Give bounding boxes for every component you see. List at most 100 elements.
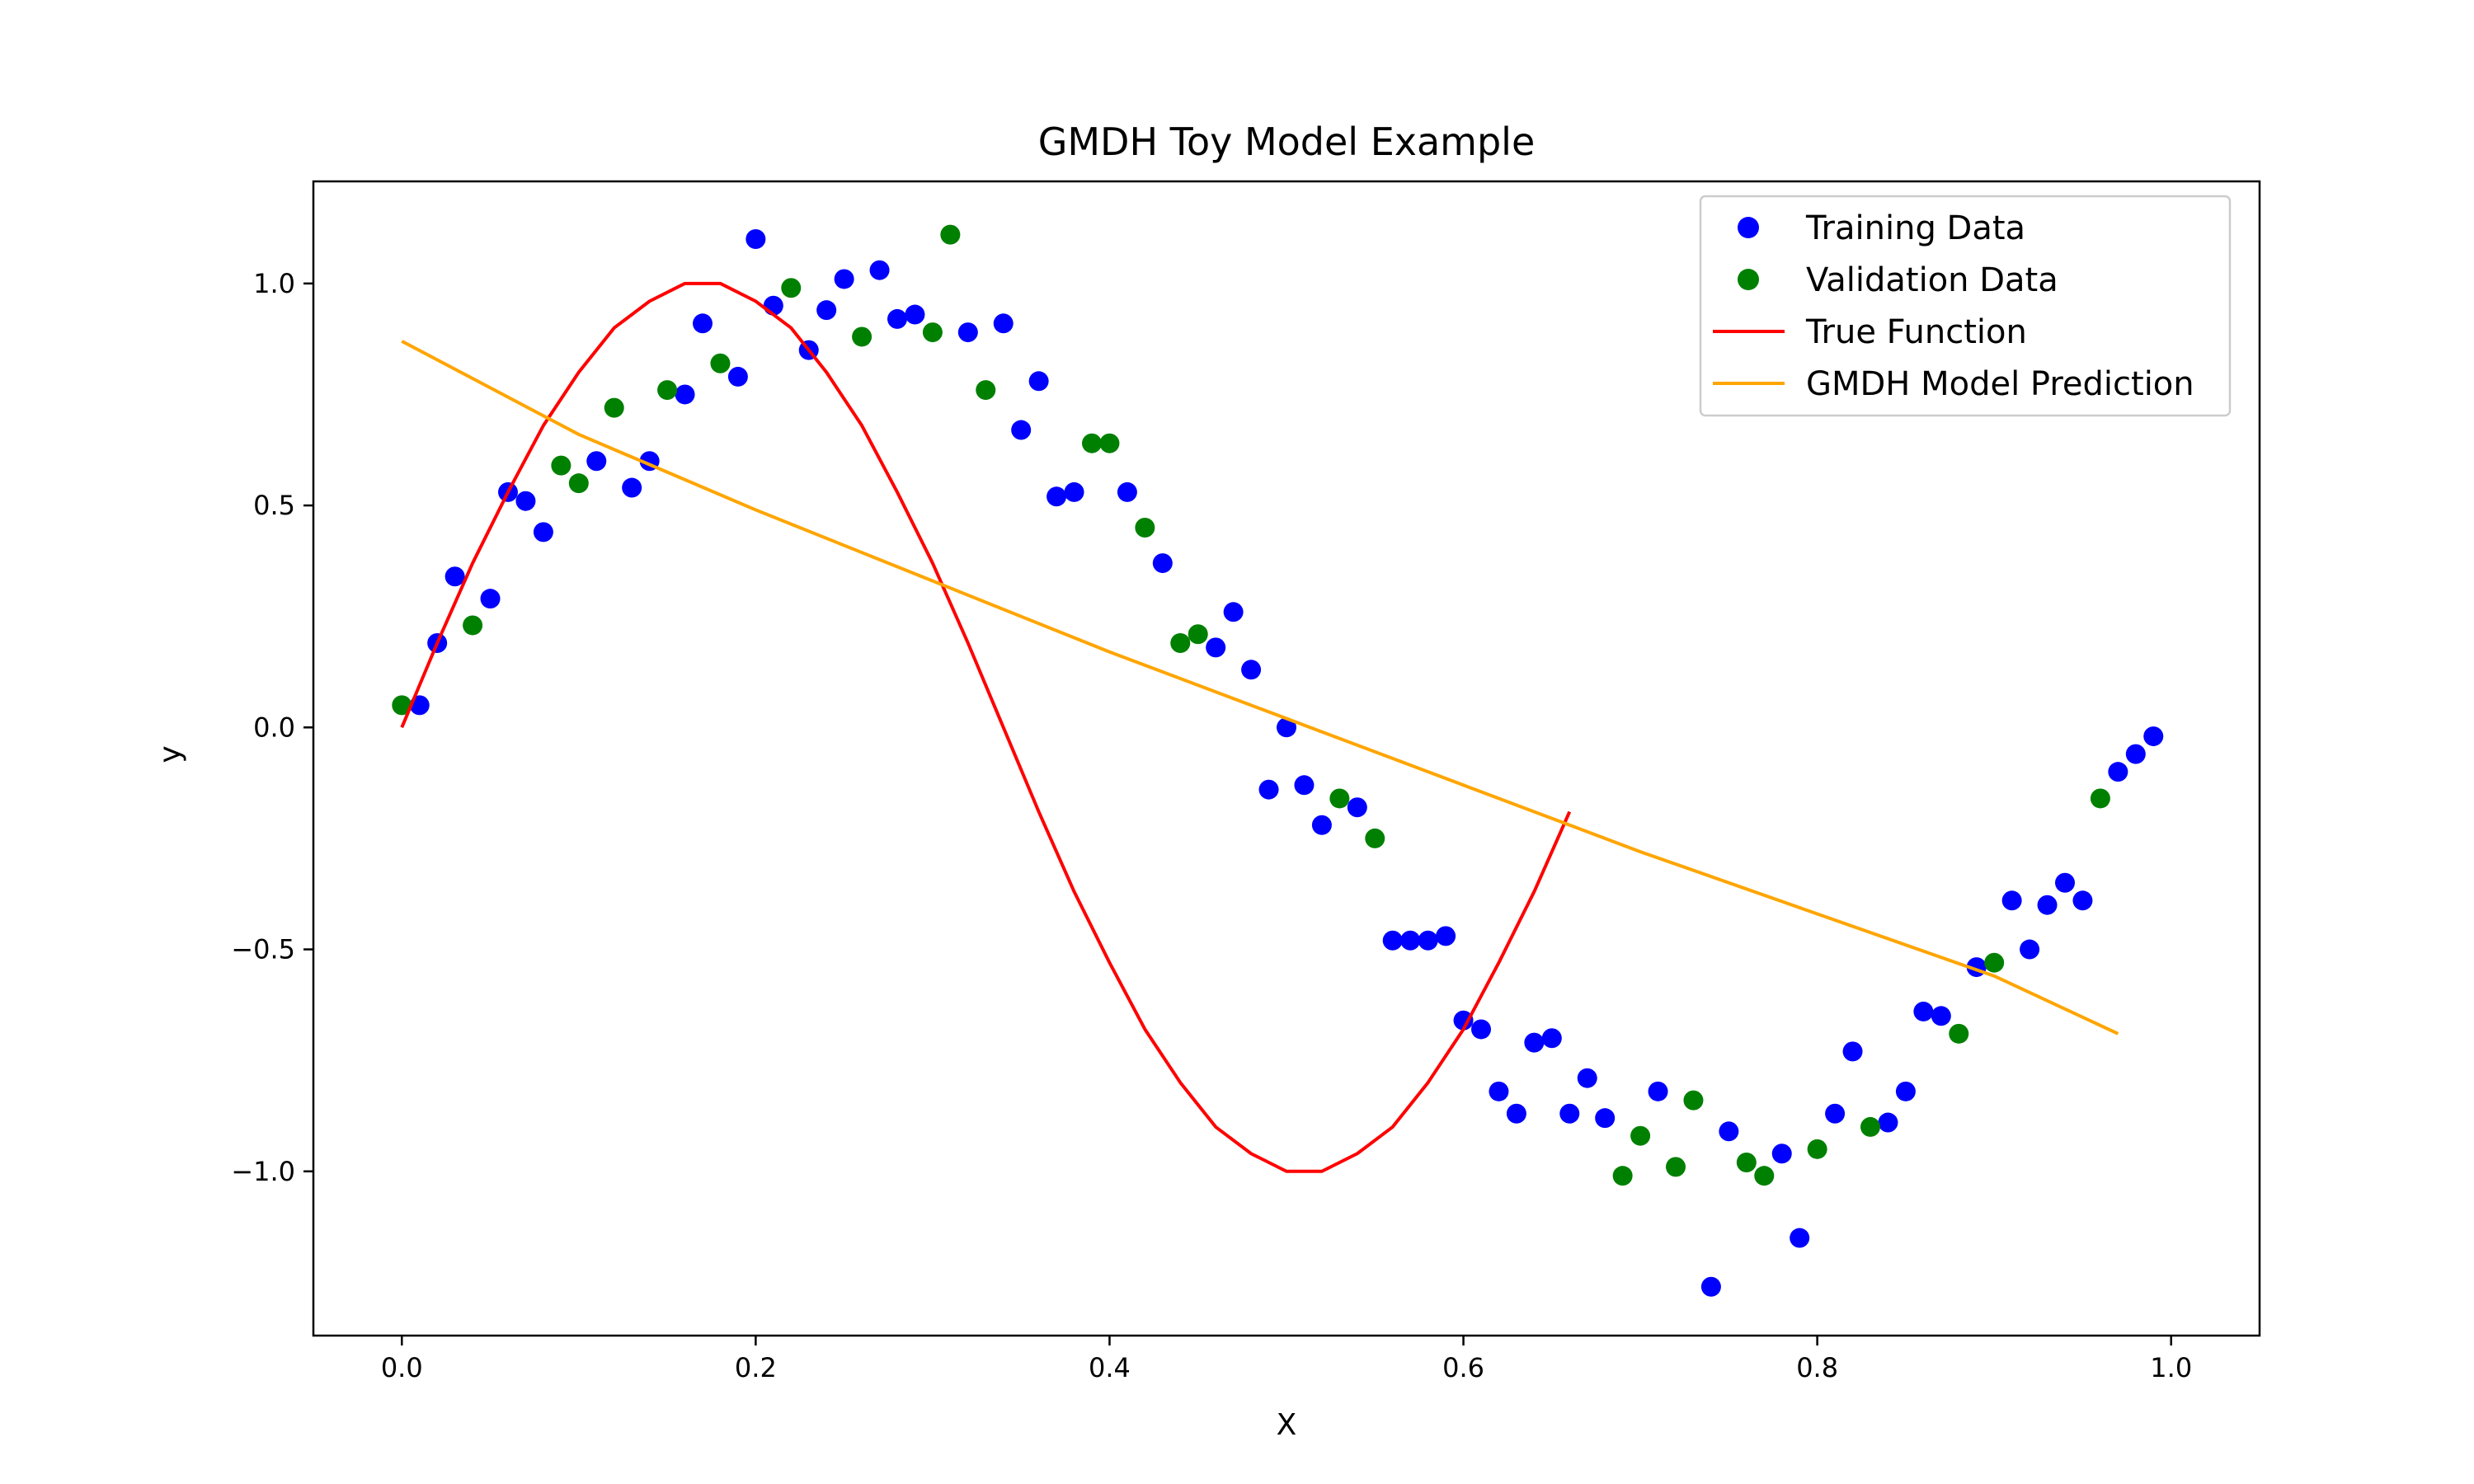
validation-data-point (1807, 1139, 1827, 1159)
legend-swatch-training-data (1738, 217, 1759, 238)
training-data-point (1206, 637, 1226, 658)
validation-data-point (1860, 1116, 1880, 1137)
training-data-point (444, 566, 465, 587)
training-data-point (1347, 797, 1367, 818)
y-axis: 1.0 0.5 0.0 −0.5 −1.0 (231, 268, 313, 1187)
training-data-point (1418, 930, 1438, 951)
training-data-point (1382, 930, 1403, 951)
training-data-point (1311, 815, 1332, 835)
training-data-point (905, 304, 925, 325)
validation-data-point (657, 380, 678, 401)
x-tick-label: 0.6 (1442, 1352, 1484, 1383)
training-data-point (869, 260, 890, 280)
training-data-point (1842, 1041, 1863, 1062)
x-tick-label: 0.2 (735, 1352, 777, 1383)
x-tick-label: 0.4 (1089, 1352, 1131, 1383)
training-data-point (533, 522, 553, 542)
legend-label-gmdh-model-prediction: GMDH Model Prediction (1806, 365, 2194, 403)
legend-box (1699, 195, 2232, 417)
y-tick-label: 0.0 (253, 711, 295, 743)
validation-data-point (568, 473, 589, 494)
training-data-point (693, 313, 713, 334)
training-data-point (1028, 371, 1049, 392)
training-data-point (1258, 779, 1279, 800)
validation-data-point (852, 326, 872, 347)
training-data-point (622, 477, 642, 498)
validation-data-point (1666, 1157, 1686, 1177)
training-data-point (675, 384, 695, 405)
y-tick-label: −1.0 (231, 1156, 295, 1187)
training-data-point (1506, 1103, 1526, 1124)
training-data-point (1471, 1019, 1491, 1040)
training-data-point (586, 451, 607, 472)
validation-data-point (1170, 633, 1191, 653)
plot-frame (312, 180, 2261, 1337)
training-data-point (1489, 1081, 1509, 1101)
training-data-point (1223, 602, 1244, 622)
training-data-point (2055, 872, 2075, 893)
legend: Training Data Validation Data True Functio… (1699, 195, 2232, 417)
x-axis-label: X (1277, 1408, 1297, 1442)
validation-data-point (1736, 1153, 1757, 1172)
validation-data-point (1754, 1166, 1775, 1186)
training-data-point (887, 308, 907, 329)
validation-data-point (1135, 518, 1155, 538)
validation-data-point (463, 615, 483, 636)
training-data-point (1152, 553, 1173, 574)
validation-data-point (710, 353, 731, 373)
training-data-point (1541, 1028, 1562, 1049)
y-axis-label: y (153, 745, 187, 763)
training-data-point (515, 491, 536, 511)
training-data-point (1117, 481, 1137, 502)
training-data-point (2020, 939, 2040, 960)
training-data-point (1559, 1103, 1580, 1124)
training-data-point (1913, 1001, 1934, 1021)
validation-data-point (1612, 1166, 1633, 1186)
y-tick-label: −0.5 (231, 934, 295, 965)
legend-swatch-validation-data (1738, 269, 1759, 290)
validation-data-point (1630, 1125, 1651, 1146)
training-data-point (1241, 660, 1262, 680)
x-tick-label: 1.0 (2150, 1352, 2192, 1383)
training-data-point (834, 269, 854, 289)
training-data-point (2143, 726, 2164, 747)
validation-data-point (1082, 433, 1102, 453)
training-data-point (1648, 1081, 1668, 1101)
training-data-point (1700, 1276, 1721, 1297)
training-data-point (745, 229, 766, 249)
validation-data-point (1365, 828, 1385, 848)
training-data-point (1277, 717, 1296, 738)
y-tick-label: 1.0 (253, 268, 295, 299)
validation-data-point (922, 322, 943, 343)
legend-label-validation-data: Validation Data (1806, 261, 2058, 299)
x-tick-label: 0.8 (1796, 1352, 1838, 1383)
training-data-points (409, 229, 2164, 1297)
validation-data-point (1329, 788, 1350, 809)
validation-data-point (551, 455, 571, 476)
training-data-point (1294, 775, 1315, 796)
training-data-point (1011, 420, 1032, 440)
training-data-point (1771, 1144, 1792, 1164)
true-function-line (400, 281, 1572, 1173)
training-data-point (957, 322, 978, 343)
validation-data-point (1949, 1023, 1969, 1044)
validation-data-point (976, 380, 996, 401)
training-data-point (1400, 930, 1421, 951)
training-data-point (1453, 1010, 1474, 1031)
training-data-point (993, 313, 1014, 334)
training-data-point (2072, 890, 2093, 911)
validation-data-point (392, 695, 412, 716)
training-data-point (1436, 926, 1456, 946)
training-data-point (2125, 744, 2146, 764)
training-data-point (1878, 1112, 1898, 1133)
training-data-point (1895, 1081, 1916, 1101)
validation-data-point (781, 278, 802, 298)
validation-data-point (1683, 1090, 1704, 1111)
validation-data-point (1188, 624, 1208, 645)
training-data-point (1047, 486, 1067, 507)
training-data-point (1825, 1103, 1846, 1124)
training-data-point (816, 300, 837, 321)
validation-data-point (940, 224, 961, 245)
training-data-point (1931, 1006, 1951, 1026)
validation-data-point (1984, 952, 2005, 973)
